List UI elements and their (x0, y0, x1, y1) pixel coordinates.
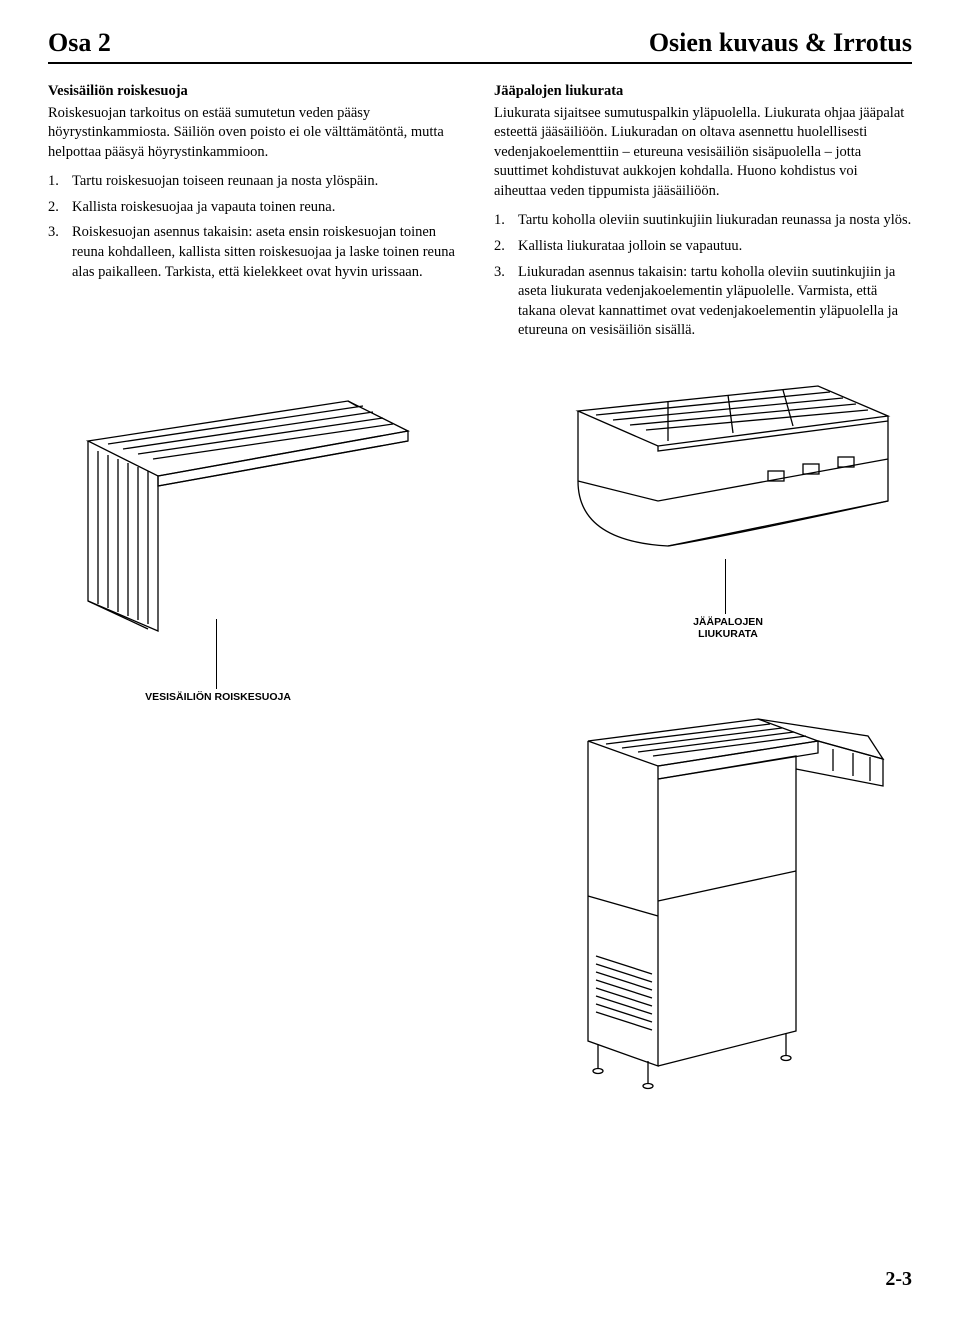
ice-slide-figure (518, 371, 918, 601)
step-text: Kallista liukurataa jolloin se vapautuu. (518, 237, 742, 257)
left-steps: 1.Tartu roiskesuojan toiseen reunaan ja … (48, 172, 466, 282)
list-item: 2.Kallista liukurataa jolloin se vapautu… (494, 237, 912, 257)
left-column: Vesisäiliön roiskesuoja Roiskesuojan tar… (48, 82, 466, 351)
list-item: 3.Roiskesuojan asennus takaisin: aseta e… (48, 223, 466, 282)
list-item: 1.Tartu roiskesuojan toiseen reunaan ja … (48, 172, 466, 192)
leader-line (216, 619, 217, 689)
step-text: Kallista roiskesuojaa ja vapauta toinen … (72, 198, 335, 218)
step-number: 2. (494, 237, 518, 257)
splash-guard-figure (48, 371, 448, 681)
left-intro: Roiskesuojan tarkoitus on estää sumutetu… (48, 104, 466, 163)
list-item: 3.Liukuradan asennus takaisin: tartu koh… (494, 263, 912, 341)
right-intro: Liukurata sijaitsee sumutuspalkin yläpuo… (494, 104, 912, 202)
step-text: Liukuradan asennus takaisin: tartu kohol… (518, 263, 912, 341)
step-number: 2. (48, 198, 72, 218)
page-number: 2-3 (885, 1268, 912, 1291)
step-number: 3. (48, 223, 72, 282)
right-steps: 1.Tartu koholla oleviin suutinkujiin liu… (494, 211, 912, 340)
list-item: 1.Tartu koholla oleviin suutinkujiin liu… (494, 211, 912, 231)
header-section-label: Osa 2 (48, 28, 111, 58)
step-number: 3. (494, 263, 518, 341)
ice-machine-figure (548, 701, 918, 1091)
step-number: 1. (48, 172, 72, 192)
content-columns: Vesisäiliön roiskesuoja Roiskesuojan tar… (48, 82, 912, 351)
leader-line (725, 559, 726, 614)
right-column: Jääpalojen liukurata Liukurata sijaitsee… (494, 82, 912, 351)
step-text: Tartu koholla oleviin suutinkujiin liuku… (518, 211, 911, 231)
page-header: Osa 2 Osien kuvaus & Irrotus (48, 28, 912, 64)
header-section-title: Osien kuvaus & Irrotus (649, 28, 912, 58)
step-text: Roiskesuojan asennus takaisin: aseta ens… (72, 223, 466, 282)
ice-slide-caption: JÄÄPALOJEN LIUKURATA (668, 616, 788, 641)
left-heading: Vesisäiliön roiskesuoja (48, 82, 466, 102)
step-text: Tartu roiskesuojan toiseen reunaan ja no… (72, 172, 378, 192)
caption-line: LIUKURATA (698, 628, 758, 640)
splash-guard-caption: VESISÄILIÖN ROISKESUOJA (118, 691, 318, 704)
step-number: 1. (494, 211, 518, 231)
caption-line: JÄÄPALOJEN (693, 616, 763, 628)
right-heading: Jääpalojen liukurata (494, 82, 912, 102)
list-item: 2.Kallista roiskesuojaa ja vapauta toine… (48, 198, 466, 218)
